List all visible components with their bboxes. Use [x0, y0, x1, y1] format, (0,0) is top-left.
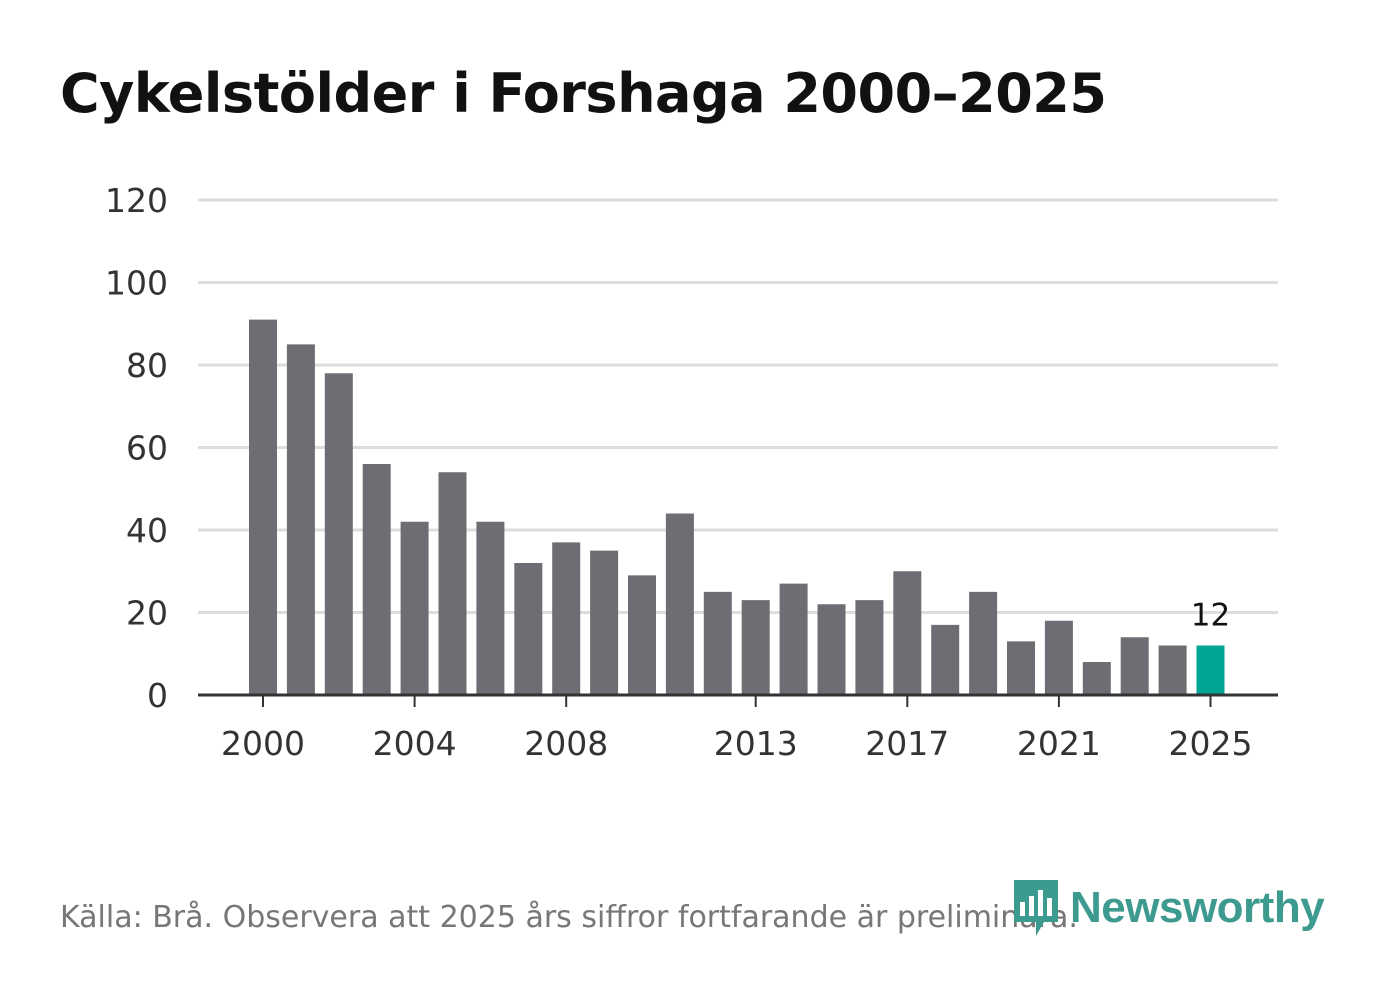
bar-2016: [855, 600, 884, 695]
chart-title: Cykelstölder i Forshaga 2000–2025: [60, 62, 1107, 125]
y-tick-label: 120: [105, 181, 168, 220]
logo-text: Newsworthy: [1070, 883, 1325, 932]
bar-2005: [438, 472, 467, 695]
bar-2018: [931, 624, 960, 695]
bar-2004: [400, 521, 429, 695]
bar-2010: [628, 575, 656, 695]
bar-2025: [1196, 645, 1225, 695]
y-tick-label: 20: [126, 594, 168, 633]
bar-2011: [665, 513, 694, 695]
y-tick-label: 40: [126, 511, 168, 550]
x-tick-label: 2025: [1169, 724, 1253, 763]
bar-2024: [1158, 645, 1187, 695]
x-tick-label: 2013: [714, 724, 798, 763]
x-tick-label: 2008: [524, 724, 608, 763]
bar-2006: [476, 521, 505, 695]
bar-2015: [817, 604, 846, 695]
bar-2013: [741, 600, 770, 695]
bar-2007: [514, 563, 543, 695]
bar-chart: 0 20 40 60 80 100 120 2000 2004 2008 2013 2017 2021 2…: [105, 181, 1278, 763]
y-tick-label: 100: [105, 264, 168, 303]
bar-2019: [969, 591, 998, 695]
y-tick-label: 80: [126, 346, 168, 385]
bar-2002: [324, 373, 353, 695]
bar-2020: [1007, 641, 1035, 695]
value-label-2025: 12: [1191, 598, 1230, 634]
x-tick-label: 2017: [865, 724, 949, 763]
y-tick-label: 60: [126, 429, 168, 468]
x-tick-label: 2021: [1017, 724, 1101, 763]
labels: 0 20 40 60 80 100 120 2000 2004 2008 2013 2017 2021 2…: [105, 181, 1252, 763]
bar-2012: [703, 591, 732, 695]
bar-2001: [286, 344, 315, 695]
bar-2017: [893, 571, 922, 695]
source-note: Källa: Brå. Observera att 2025 års siffr…: [60, 900, 1078, 935]
bar-2000: [249, 319, 277, 695]
bar-2021: [1044, 620, 1073, 695]
newsworthy-logo-icon: [1014, 880, 1058, 936]
x-tick-label: 2004: [373, 724, 457, 763]
grid-lines: [198, 198, 1278, 614]
bar-2009: [590, 550, 619, 695]
y-tick-label: 0: [147, 676, 168, 715]
bar-2022: [1082, 662, 1111, 695]
axes: [198, 693, 1278, 707]
bars: [249, 319, 1225, 695]
bar-2003: [362, 464, 391, 695]
bar-2014: [779, 583, 808, 695]
x-tick-label: 2000: [221, 724, 305, 763]
bar-2023: [1120, 637, 1149, 695]
bar-2008: [552, 542, 581, 695]
newsworthy-logo[interactable]: Newsworthy: [1010, 878, 1325, 938]
